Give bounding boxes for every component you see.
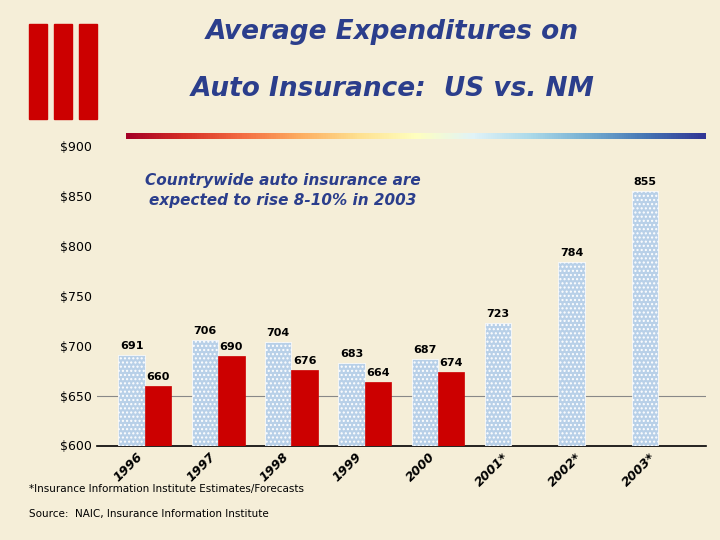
Text: 687: 687 (413, 345, 436, 355)
Text: Countrywide auto insurance are
expected to rise 8-10% in 2003: Countrywide auto insurance are expected … (145, 173, 420, 207)
Text: 723: 723 (487, 309, 510, 319)
Text: 674: 674 (439, 357, 463, 368)
Text: 683: 683 (340, 349, 363, 359)
Bar (438, 372, 464, 540)
Bar (145, 386, 171, 540)
Text: Average Expenditures on: Average Expenditures on (206, 19, 579, 45)
Bar (338, 362, 365, 540)
Text: Auto Insurance:  US vs. NM: Auto Insurance: US vs. NM (191, 76, 594, 102)
Bar (292, 369, 318, 540)
Bar (412, 359, 438, 540)
Text: 784: 784 (559, 248, 583, 258)
Bar (365, 382, 391, 540)
Bar (218, 356, 245, 540)
Text: 676: 676 (293, 355, 316, 366)
Bar (54, 24, 72, 119)
Bar (79, 24, 97, 119)
Bar (192, 340, 218, 540)
Bar (119, 355, 145, 540)
Text: 855: 855 (634, 177, 656, 187)
Bar (29, 24, 47, 119)
Bar (265, 342, 292, 540)
Text: 664: 664 (366, 368, 390, 377)
Text: 660: 660 (146, 372, 170, 382)
Bar (631, 191, 658, 540)
Text: *Insurance Information Institute Estimates/Forecasts: *Insurance Information Institute Estimat… (29, 484, 304, 494)
Text: 706: 706 (194, 326, 217, 335)
Text: Source:  NAIC, Insurance Information Institute: Source: NAIC, Insurance Information Inst… (29, 509, 269, 519)
Bar (485, 322, 511, 540)
Bar (558, 262, 585, 540)
Text: 691: 691 (120, 341, 143, 350)
Text: 704: 704 (266, 328, 290, 338)
Text: 690: 690 (220, 342, 243, 352)
